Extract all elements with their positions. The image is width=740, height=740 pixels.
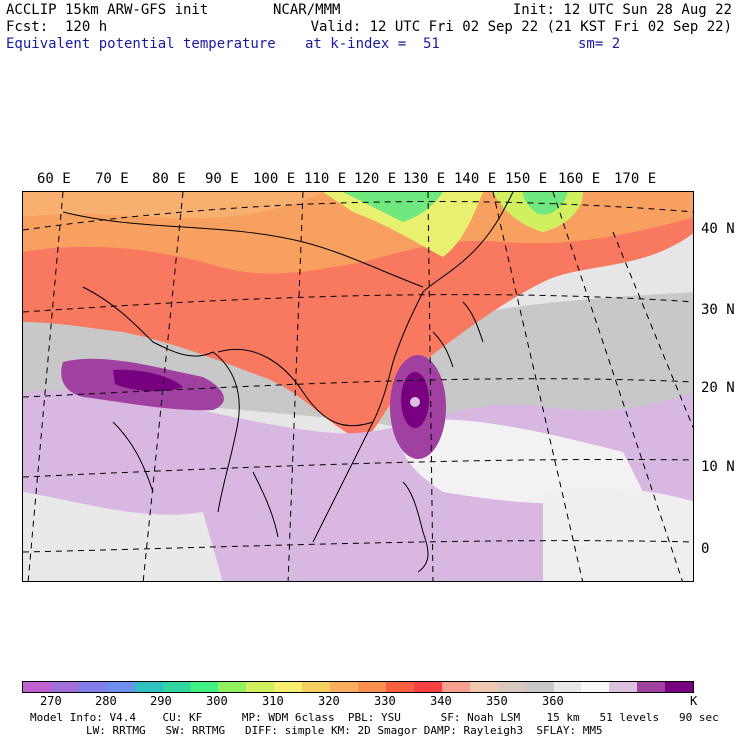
colorbar-swatch xyxy=(525,682,554,692)
lon-label: 120 E xyxy=(354,171,397,187)
lon-label: 80 E xyxy=(152,171,186,187)
colorbar-tick: 290 xyxy=(150,694,172,708)
map-panel xyxy=(22,191,694,582)
colorbar-swatch xyxy=(274,682,303,692)
colorbar-swatch xyxy=(106,682,135,692)
color-bar xyxy=(22,681,694,693)
colorbar-tick: 270 xyxy=(40,694,62,708)
lon-label: 150 E xyxy=(505,171,548,187)
colorbar-tick: 280 xyxy=(95,694,117,708)
lon-label: 110 E xyxy=(304,171,347,187)
valid-time: Valid: 12 UTC Fri 02 Sep 22 (21 KST Fri … xyxy=(310,19,732,35)
colorbar-swatch xyxy=(246,682,275,692)
colorbar-swatch xyxy=(497,682,526,692)
colorbar-tick: 340 xyxy=(430,694,452,708)
colorbar-swatch xyxy=(50,682,79,692)
center-label: NCAR/MMM xyxy=(273,2,341,18)
colorbar-swatch xyxy=(469,682,498,692)
colorbar-swatch xyxy=(581,682,610,692)
colorbar-swatch xyxy=(330,682,359,692)
lat-label: 10 N xyxy=(701,459,735,475)
forecast-hour: Fcst: 120 h xyxy=(6,19,108,35)
lon-label: 160 E xyxy=(558,171,601,187)
colorbar-swatch xyxy=(609,682,638,692)
theta-e-field-map xyxy=(23,192,693,581)
lon-label: 140 E xyxy=(454,171,497,187)
colorbar-swatch xyxy=(190,682,219,692)
lat-label: 30 N xyxy=(701,302,735,318)
lon-label: 100 E xyxy=(253,171,296,187)
colorbar-swatch xyxy=(637,682,666,692)
colorbar-swatch xyxy=(78,682,107,692)
colorbar-swatch xyxy=(385,682,414,692)
colorbar-tick: 310 xyxy=(262,694,284,708)
lat-label: 0 xyxy=(701,541,710,557)
colorbar-swatch xyxy=(665,682,694,692)
model-title: ACCLIP 15km ARW-GFS init xyxy=(6,2,209,18)
colorbar-swatch xyxy=(358,682,386,692)
colorbar-swatch xyxy=(134,682,163,692)
colorbar-swatch xyxy=(162,682,191,692)
lon-label: 60 E xyxy=(37,171,71,187)
colorbar-swatch xyxy=(441,682,470,692)
colorbar-swatch xyxy=(553,682,582,692)
lat-label: 20 N xyxy=(701,380,735,396)
model-info-line1: Model Info: V4.4 CU: KF MP: WDM 6class P… xyxy=(30,711,719,724)
colorbar-unit: K xyxy=(690,694,698,708)
field-name: Equivalent potential temperature xyxy=(6,36,276,52)
lon-label: 170 E xyxy=(614,171,657,187)
colorbar-tick: 320 xyxy=(318,694,340,708)
colorbar-swatch xyxy=(218,682,247,692)
colorbar-swatch xyxy=(23,682,51,692)
colorbar-tick: 300 xyxy=(206,694,228,708)
colorbar-tick: 330 xyxy=(374,694,396,708)
colorbar-swatch xyxy=(302,682,331,692)
lon-label: 90 E xyxy=(205,171,239,187)
lon-label: 130 E xyxy=(403,171,446,187)
init-time: Init: 12 UTC Sun 28 Aug 22 xyxy=(512,2,732,18)
colorbar-tick: 350 xyxy=(486,694,508,708)
colorbar-swatch xyxy=(413,682,442,692)
model-info-line2: LW: RRTMG SW: RRTMG DIFF: simple KM: 2D … xyxy=(86,724,603,737)
k-index-label: at k-index = 51 xyxy=(305,36,440,52)
lon-label: 70 E xyxy=(95,171,129,187)
colorbar-tick: 360 xyxy=(542,694,564,708)
lat-label: 40 N xyxy=(701,221,735,237)
smoothing-label: sm= 2 xyxy=(578,36,621,52)
